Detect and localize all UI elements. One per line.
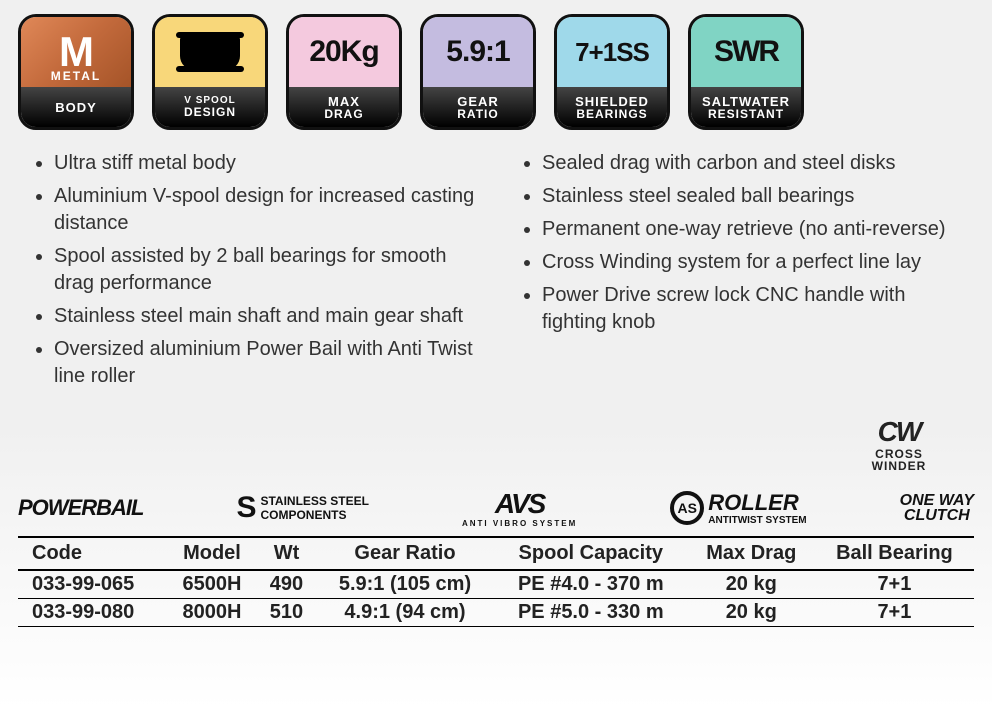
feature-item: Oversized aluminium Power Bail with Anti… <box>54 336 486 390</box>
ss-line2: COMPONENTS <box>260 508 346 522</box>
cell-spool-capacity: PE #4.0 - 370 m <box>494 570 688 599</box>
spec-table: Code Model Wt Gear Ratio Spool Capacity … <box>18 536 974 627</box>
roller-logo: AS ROLLER ANTITWIST SYSTEM <box>670 490 806 526</box>
badge-metal-body: M METAL BODY <box>18 14 134 130</box>
badge-metal-label: METAL <box>21 69 131 83</box>
badge-swr: SWR SALTWATERRESISTANT <box>688 14 804 130</box>
feature-item: Sealed drag with carbon and steel disks <box>542 150 974 177</box>
badge-gear-ratio: 5.9:1 GEARRATIO <box>420 14 536 130</box>
cell-gear-ratio: 5.9:1 (105 cm) <box>316 570 494 599</box>
feature-item: Stainless steel sealed ball bearings <box>542 183 974 210</box>
cw-main: CW <box>878 416 921 447</box>
avs-sub: ANTI VIBRO SYSTEM <box>462 520 577 528</box>
feature-item: Power Drive screw lock CNC handle with f… <box>542 282 974 336</box>
avs-logo: AVS ANTI VIBRO SYSTEM <box>462 488 577 528</box>
badge-value: SWR <box>691 17 801 87</box>
badge-max-drag: 20Kg MAXDRAG <box>286 14 402 130</box>
roller-main: ROLLER <box>708 490 798 515</box>
table-row: 033-99-080 8000H 510 4.9:1 (94 cm) PE #5… <box>18 599 974 627</box>
cell-ball-bearing: 7+1 <box>815 599 974 627</box>
badge-label: SALTWATER <box>702 95 790 108</box>
cell-model: 8000H <box>167 599 257 627</box>
col-model: Model <box>167 537 257 570</box>
ss-icon: S <box>236 491 256 525</box>
badge-vspool: V SPOOLDESIGN <box>152 14 268 130</box>
cell-spool-capacity: PE #5.0 - 330 m <box>494 599 688 627</box>
cell-max-drag: 20 kg <box>688 599 815 627</box>
badge-label: MAX <box>328 95 360 108</box>
col-ball-bearing: Ball Bearing <box>815 537 974 570</box>
table-header-row: Code Model Wt Gear Ratio Spool Capacity … <box>18 537 974 570</box>
spool-icon <box>180 34 240 70</box>
badge-label: BODY <box>55 101 97 114</box>
col-code: Code <box>18 537 167 570</box>
badge-sublabel: BEARINGS <box>576 108 647 120</box>
badge-label: SHIELDED <box>575 95 649 108</box>
feature-item: Stainless steel main shaft and main gear… <box>54 303 486 330</box>
badge-value: 5.9:1 <box>423 17 533 87</box>
feature-item: Ultra stiff metal body <box>54 150 486 177</box>
cell-max-drag: 20 kg <box>688 570 815 599</box>
col-spool-capacity: Spool Capacity <box>494 537 688 570</box>
cell-gear-ratio: 4.9:1 (94 cm) <box>316 599 494 627</box>
col-gear-ratio: Gear Ratio <box>316 537 494 570</box>
ss-line1: STAINLESS STEEL <box>260 494 368 508</box>
cell-wt: 510 <box>257 599 316 627</box>
cell-code: 033-99-065 <box>18 570 167 599</box>
feature-item: Spool assisted by 2 ball bearings for sm… <box>54 243 486 297</box>
roller-sub: ANTITWIST SYSTEM <box>708 516 806 526</box>
as-circle-icon: AS <box>670 491 704 525</box>
badge-sublabel: DESIGN <box>184 106 236 118</box>
cell-model: 6500H <box>167 570 257 599</box>
tech-logos-area: CW CROSS WINDER POWERBAIL S STAINLESS ST… <box>18 416 974 536</box>
feature-item: Aluminium V-spool design for increased c… <box>54 183 486 237</box>
badge-label: GEAR <box>457 95 499 108</box>
stainless-steel-logo: S STAINLESS STEELCOMPONENTS <box>236 491 368 525</box>
badge-sublabel: RESISTANT <box>708 108 784 120</box>
cross-winder-logo: CW CROSS WINDER <box>824 416 974 472</box>
badge-bearings: 7+1SS SHIELDEDBEARINGS <box>554 14 670 130</box>
features-lists: Ultra stiff metal body Aluminium V-spool… <box>18 150 974 396</box>
powerbail-logo: POWERBAIL <box>18 495 143 521</box>
table-row: 033-99-065 6500H 490 5.9:1 (105 cm) PE #… <box>18 570 974 599</box>
cell-wt: 490 <box>257 570 316 599</box>
badge-sublabel: DRAG <box>324 108 363 120</box>
col-wt: Wt <box>257 537 316 570</box>
owc-line2: CLUTCH <box>904 507 970 524</box>
tech-logos-row: POWERBAIL S STAINLESS STEELCOMPONENTS AV… <box>18 488 974 528</box>
features-left-list: Ultra stiff metal body Aluminium V-spool… <box>18 150 486 396</box>
col-max-drag: Max Drag <box>688 537 815 570</box>
feature-item: Cross Winding system for a perfect line … <box>542 249 974 276</box>
features-right-list: Sealed drag with carbon and steel disks … <box>506 150 974 396</box>
badge-sublabel: RATIO <box>457 108 498 120</box>
feature-item: Permanent one-way retrieve (no anti-reve… <box>542 216 974 243</box>
one-way-clutch-logo: ONE WAY CLUTCH <box>900 493 974 523</box>
spec-badges-row: M METAL BODY V SPOOLDESIGN 20Kg MAXDRAG … <box>18 14 974 130</box>
cell-code: 033-99-080 <box>18 599 167 627</box>
badge-value: 20Kg <box>289 17 399 87</box>
badge-value: 7+1SS <box>557 17 667 87</box>
cell-ball-bearing: 7+1 <box>815 570 974 599</box>
cw-sub2: WINDER <box>824 460 974 472</box>
avs-main: AVS <box>495 488 545 519</box>
